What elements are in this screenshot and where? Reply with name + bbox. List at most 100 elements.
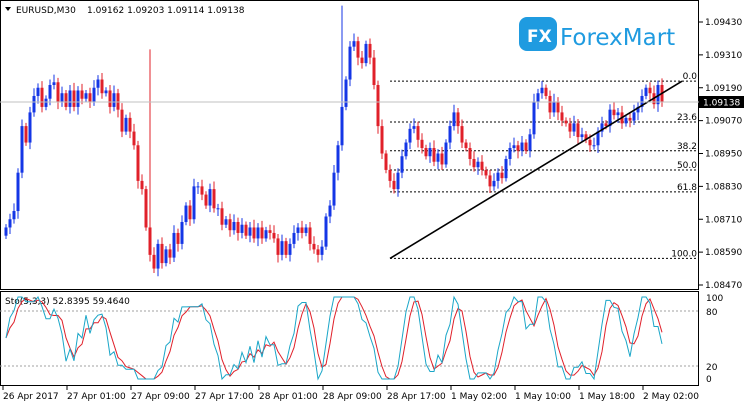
candle-body: [396, 172, 400, 190]
price-tick-label: 1.09430: [705, 18, 742, 28]
candle-body: [320, 246, 324, 255]
candle-body: [100, 79, 104, 94]
candle-body: [360, 57, 364, 64]
candle-body: [84, 93, 88, 99]
candle-body: [256, 227, 260, 239]
candle-body: [460, 126, 464, 143]
candle-body: [408, 128, 412, 143]
stochastic-panel: Sto(5,3,3) 52.8395 59.4640 100 80 20 0: [0, 294, 723, 385]
candle-body: [136, 145, 140, 181]
candle-body: [576, 123, 580, 138]
candle-body: [72, 90, 76, 107]
stoch-signal-line: [5, 296, 663, 380]
time-tick-label: 28 Apr 09:00: [323, 392, 382, 402]
current-price-text: 1.09138: [703, 99, 740, 109]
candle-body: [480, 161, 484, 170]
candle-body: [196, 186, 200, 188]
candle-body: [400, 156, 404, 173]
candle-body: [296, 227, 300, 233]
candle-body: [36, 87, 40, 96]
candle-body: [568, 123, 572, 132]
candle-body: [504, 158, 508, 179]
candle-body: [628, 117, 632, 121]
candle-body: [544, 87, 548, 96]
candle-body: [356, 41, 360, 58]
time-tick-label: 27 Apr 17:00: [195, 392, 254, 402]
price-tick-label: 1.08470: [705, 281, 742, 291]
candle-body: [272, 232, 276, 239]
candle-body: [228, 219, 232, 231]
candle-body: [4, 227, 8, 236]
price-tick-label: 1.09310: [705, 51, 742, 61]
candle-body: [584, 134, 588, 140]
candle-body: [624, 117, 628, 124]
candle-body: [448, 126, 452, 143]
candle-body: [432, 148, 436, 162]
candle-body: [252, 227, 256, 239]
candle-body: [476, 161, 480, 168]
candle-body: [208, 189, 212, 206]
candle-body: [412, 126, 416, 129]
logo-mark-background: [519, 17, 557, 51]
candle-body: [116, 93, 120, 110]
symbol-label: EURUSD,M30: [16, 6, 76, 16]
price-tick-label: 1.08830: [705, 182, 742, 192]
candle-body: [204, 194, 208, 206]
candle-body: [528, 134, 532, 151]
candle-body: [564, 120, 568, 124]
candle-body: [640, 95, 644, 107]
candle-body: [268, 230, 272, 233]
candle-body: [128, 117, 132, 132]
candle-body: [376, 85, 380, 127]
price-axis: 1.09430 1.09310 1.09190 1.09070 1.08950 1.088…: [699, 18, 742, 291]
logo-brand-text: ForexMart: [560, 25, 675, 51]
candle-body: [472, 158, 476, 168]
fib-trendline: [389, 80, 683, 260]
candle-body: [108, 90, 112, 107]
time-tick-label: 27 Apr 01:00: [67, 392, 126, 402]
candle-body: [92, 87, 96, 102]
candle-body: [148, 227, 152, 255]
fib-level-label: 61.8: [677, 183, 697, 193]
candle-body: [16, 172, 20, 212]
candle-body: [216, 208, 220, 210]
candle-body: [80, 90, 84, 99]
time-tick-label: 1 May 02:00: [451, 392, 507, 402]
candle-body: [416, 126, 420, 140]
candle-body: [468, 148, 472, 159]
candle-body: [516, 145, 520, 151]
candle-body: [392, 180, 396, 190]
candle-body: [212, 189, 216, 209]
time-tick-label: 28 Apr 17:00: [387, 392, 446, 402]
candle-body: [552, 101, 556, 113]
candle-body: [608, 109, 612, 127]
candle-body: [580, 134, 584, 138]
price-tick-label: 1.08590: [705, 248, 742, 258]
stoch-level-80: 80: [706, 308, 718, 318]
candle-body: [8, 219, 12, 228]
candle-body: [648, 87, 652, 94]
candle-body: [500, 172, 504, 179]
price-tick-label: 1.09190: [705, 84, 742, 94]
candle-body: [404, 142, 408, 157]
time-tick-label: 26 Apr 2017: [3, 392, 59, 402]
candle-body: [328, 205, 332, 217]
indicator-plot-frame: [0, 291, 699, 386]
candle-body: [452, 112, 456, 127]
current-price-tag: 1.09138: [0, 96, 744, 109]
stoch-level-0: 0: [706, 375, 712, 385]
candle-body: [372, 57, 376, 86]
candle-body: [348, 46, 352, 80]
candle-body: [388, 169, 392, 181]
candle-body: [316, 249, 320, 255]
candle-body: [76, 90, 80, 107]
candle-body: [192, 186, 196, 220]
candle-body: [596, 131, 600, 146]
candle-body: [604, 123, 608, 127]
candle-body: [180, 221, 184, 244]
stoch-level-20: 20: [706, 363, 718, 373]
candle-body: [60, 93, 64, 102]
time-tick-label: 1 May 18:00: [579, 392, 635, 402]
candle-body: [64, 93, 68, 107]
